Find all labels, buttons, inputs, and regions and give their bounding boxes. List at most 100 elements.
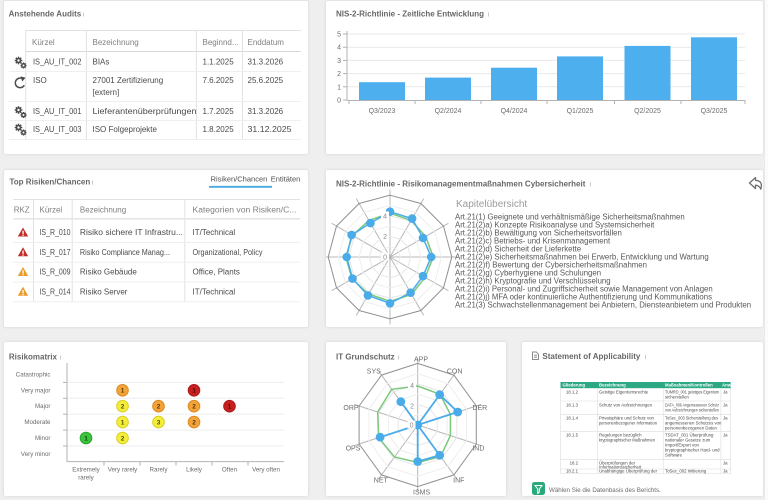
svg-text:Ja: Ja xyxy=(723,403,728,408)
svg-text:Ja: Ja xyxy=(723,433,728,438)
svg-text:Q3/2023: Q3/2023 xyxy=(369,108,396,115)
svg-text:i: i xyxy=(83,12,84,18)
svg-text:0: 0 xyxy=(383,255,387,262)
svg-text:Art.21(2)e) Sicherheitsmaßnahm: Art.21(2)e) Sicherheitsmaßnahmen bei Erw… xyxy=(455,252,709,261)
svg-text:Moderate: Moderate xyxy=(24,419,51,426)
svg-text:Art.21(2)a) Konzepte Risikoana: Art.21(2)a) Konzepte Risikoanalyse und S… xyxy=(455,220,655,229)
svg-text:3: 3 xyxy=(157,420,161,427)
svg-text:DATA_006 Angemessenen Schutz: DATA_006 Angemessenen Schutz xyxy=(665,403,719,408)
svg-text:Ja: Ja xyxy=(723,390,728,395)
svg-text:2: 2 xyxy=(121,435,125,442)
svg-text:personenbezogener Information: personenbezogener Information xyxy=(599,421,658,426)
svg-text:1.7.2025: 1.7.2025 xyxy=(203,107,235,116)
svg-text:18.2.1: 18.2.1 xyxy=(566,469,579,474)
svg-text:i: i xyxy=(60,356,61,362)
svg-text:i: i xyxy=(398,356,399,362)
svg-text:1: 1 xyxy=(121,420,125,427)
svg-text:Q3/2025: Q3/2025 xyxy=(701,108,728,115)
svg-text:2: 2 xyxy=(410,404,414,411)
svg-text:IND: IND xyxy=(472,446,484,453)
svg-text:DER: DER xyxy=(472,405,487,412)
svg-text:Art.21(2)g) Cyberhygiene und S: Art.21(2)g) Cyberhygiene und Schulungen xyxy=(455,268,601,277)
svg-text:Risiko sichere IT Infrastru...: Risiko sichere IT Infrastru... xyxy=(80,228,183,237)
svg-text:[extern]: [extern] xyxy=(93,88,120,97)
svg-text:1: 1 xyxy=(228,404,232,411)
svg-text:1: 1 xyxy=(337,84,341,91)
svg-text:Top Risiken/Chancen: Top Risiken/Chancen xyxy=(10,178,91,187)
svg-text:Ja: Ja xyxy=(723,416,728,421)
svg-text:Art.21(2)f) Bewertung der Cybe: Art.21(2)f) Bewertung der Cybersicherhei… xyxy=(455,260,647,269)
svg-text:31.3.2026: 31.3.2026 xyxy=(248,58,284,67)
svg-text:Office, Plants: Office, Plants xyxy=(193,268,240,277)
svg-text:i: i xyxy=(488,12,489,18)
svg-text:18.1.2: 18.1.2 xyxy=(566,390,579,395)
svg-text:Risiko Gebäude: Risiko Gebäude xyxy=(80,268,137,277)
svg-text:ISO: ISO xyxy=(33,76,47,85)
svg-text:personenbezogenen Daten: personenbezogenen Daten xyxy=(665,426,717,431)
svg-text:4: 4 xyxy=(383,214,387,221)
svg-text:Ja: Ja xyxy=(723,469,728,474)
svg-text:TUMRO_001 geistiges Eigentum: TUMRO_001 geistiges Eigentum xyxy=(665,390,719,395)
svg-text:Art.21(2)b) Bewältigung von Si: Art.21(2)b) Bewältigung von Sicherheitsv… xyxy=(455,228,622,237)
svg-text:IT Grundschutz: IT Grundschutz xyxy=(336,353,395,362)
svg-text:IS_R_017: IS_R_017 xyxy=(40,248,71,257)
svg-text:Catastrophic: Catastrophic xyxy=(16,371,51,378)
svg-text:Risiken/Chancen: Risiken/Chancen xyxy=(211,175,268,184)
svg-text:i: i xyxy=(92,181,93,187)
svg-text:ToSec_002 Initiierung: ToSec_002 Initiierung xyxy=(665,469,707,474)
svg-text:Organizational, Policy: Organizational, Policy xyxy=(193,248,263,257)
svg-text:0: 0 xyxy=(337,98,341,105)
svg-text:Wählen Sie die Datenbasis des: Wählen Sie die Datenbasis des Berichts. xyxy=(549,487,661,494)
svg-text:18.1.5: 18.1.5 xyxy=(566,433,579,438)
svg-text:TSDAT_001 Überprüfung: TSDAT_001 Überprüfung xyxy=(665,433,714,438)
svg-text:Beginnd...: Beginnd... xyxy=(203,38,239,47)
svg-text:kryptographischer Hard- und: kryptographischer Hard- und xyxy=(665,448,720,453)
svg-text:18.1.4: 18.1.4 xyxy=(566,416,579,421)
svg-text:Software: Software xyxy=(665,453,683,458)
svg-text:Geistige Eigentumsrechte: Geistige Eigentumsrechte xyxy=(599,390,649,395)
svg-text:1.1.2025: 1.1.2025 xyxy=(203,58,235,67)
svg-text:2: 2 xyxy=(121,404,125,411)
svg-text:Risiko Server: Risiko Server xyxy=(80,287,128,296)
svg-text:Kategorien von Risiken/C...: Kategorien von Risiken/C... xyxy=(193,206,297,215)
svg-text:2: 2 xyxy=(192,404,196,411)
svg-text:Schutz von Aufzeichnungen: Schutz von Aufzeichnungen xyxy=(599,403,653,408)
svg-text:Gliederung: Gliederung xyxy=(563,383,586,388)
svg-text:Maßnahmen/Kontrollen: Maßnahmen/Kontrollen xyxy=(665,383,713,388)
svg-text:Enddatum: Enddatum xyxy=(248,38,285,47)
svg-text:2: 2 xyxy=(192,420,196,427)
svg-text:Import/Export von: Import/Export von xyxy=(665,443,700,448)
svg-text:Art.21(2)i) Personal- und Zugr: Art.21(2)i) Personal- und Zugriffsicherh… xyxy=(455,284,713,293)
svg-text:Bezeichnung: Bezeichnung xyxy=(599,383,626,388)
svg-text:3: 3 xyxy=(337,58,341,65)
svg-text:IS_R_010: IS_R_010 xyxy=(40,228,71,237)
svg-text:7.6.2025: 7.6.2025 xyxy=(203,76,235,85)
svg-text:Art.21(2)d) Sicherheit der Lie: Art.21(2)d) Sicherheit der Lieferkette xyxy=(455,244,581,253)
svg-text:Ja: Ja xyxy=(723,461,728,466)
svg-text:IS_AU_IT_001: IS_AU_IT_001 xyxy=(33,107,82,116)
svg-text:2: 2 xyxy=(383,234,387,241)
svg-text:ISMS: ISMS xyxy=(413,490,430,496)
svg-text:Art.21(3) Schwachstellenmanage: Art.21(3) Schwachstellenmanagement bei A… xyxy=(455,300,751,309)
svg-text:Often: Often xyxy=(222,467,238,474)
svg-text:Very rarely: Very rarely xyxy=(108,467,138,474)
svg-text:Q4/2024: Q4/2024 xyxy=(501,108,528,115)
svg-text:Privatsphäre und Schutz von: Privatsphäre und Schutz von xyxy=(599,416,655,421)
svg-text:Q2/2024: Q2/2024 xyxy=(435,108,462,115)
svg-text:IS_R_014: IS_R_014 xyxy=(40,287,71,296)
svg-text:Art.21(2)h) Kryptografie und V: Art.21(2)h) Kryptografie und Verschlüsse… xyxy=(455,276,611,285)
svg-text:Rarely: Rarely xyxy=(150,467,169,474)
svg-text:0: 0 xyxy=(410,423,414,430)
svg-text:NIS-2-Richtlinie - Risikomanag: NIS-2-Richtlinie - Risikomanagementmaßna… xyxy=(336,180,586,189)
svg-text:rarely: rarely xyxy=(78,475,94,482)
svg-text:Überprüfungen der: Überprüfungen der xyxy=(599,461,636,466)
svg-text:i: i xyxy=(590,183,591,189)
svg-text:von Aufzeichnungen sicherstell: von Aufzeichnungen sicherstellen xyxy=(665,408,720,413)
svg-text:IS_R_009: IS_R_009 xyxy=(40,268,71,277)
svg-text:SYS: SYS xyxy=(367,369,381,376)
svg-text:OPS: OPS xyxy=(346,446,361,453)
svg-text:Art.21(2)j) MFA oder kontinuie: Art.21(2)j) MFA oder kontinuierliche Aut… xyxy=(455,292,712,301)
svg-text:Statement of Applicability: Statement of Applicability xyxy=(542,352,640,361)
svg-text:Likely: Likely xyxy=(186,467,203,474)
svg-text:Kürzel: Kürzel xyxy=(40,206,63,215)
